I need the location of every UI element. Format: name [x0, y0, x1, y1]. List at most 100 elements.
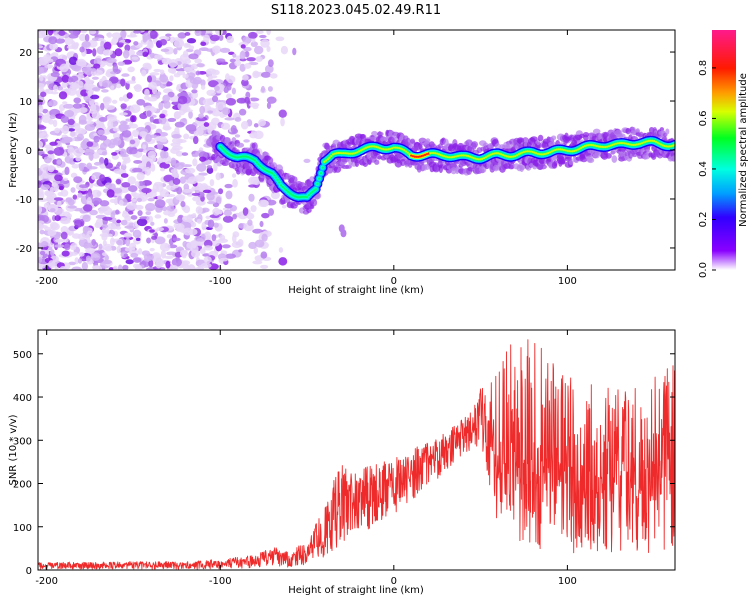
noise-blob	[185, 124, 197, 132]
noise-blob	[280, 45, 289, 55]
noise-blob	[255, 30, 264, 35]
noise-blob	[162, 94, 171, 103]
ridge-core	[352, 152, 355, 155]
noise-blob	[163, 151, 169, 159]
ridge-core	[316, 182, 319, 185]
noise-blob	[124, 225, 134, 229]
noise-blob	[48, 36, 58, 45]
noise-blob	[253, 246, 258, 255]
noise-blob	[142, 51, 149, 58]
ridge-core	[241, 155, 244, 158]
noise-blob	[259, 231, 270, 236]
ridge-core	[408, 153, 411, 156]
noise-blob	[50, 208, 56, 213]
noise-blob	[266, 46, 271, 53]
snr-ytick-label: 0	[26, 566, 32, 577]
ridge-halo	[505, 142, 512, 150]
noise-blob	[67, 118, 75, 126]
noise-blob	[136, 218, 148, 227]
noise-blob	[191, 153, 199, 158]
noise-blob	[78, 119, 87, 125]
noise-blob	[143, 95, 150, 100]
noise-blob	[174, 126, 180, 136]
noise-blob	[74, 219, 83, 228]
noise-blob	[64, 110, 75, 118]
noise-blob	[142, 32, 151, 41]
noise-blob	[38, 82, 45, 90]
ridge-core	[234, 156, 237, 159]
ridge-halo	[396, 158, 401, 164]
noise-blob	[239, 58, 247, 62]
noise-blob	[49, 186, 54, 194]
ridge-core	[302, 195, 305, 198]
noise-blob	[92, 87, 101, 92]
noise-blob	[219, 47, 231, 53]
noise-blob	[203, 256, 212, 264]
noise-blob	[101, 233, 108, 241]
noise-blob	[199, 105, 206, 115]
ridge-core	[628, 143, 631, 146]
noise-blob	[58, 30, 66, 36]
ridge-core	[246, 155, 250, 159]
noise-blob	[132, 137, 140, 146]
noise-blob	[71, 266, 83, 270]
noise-blob	[70, 187, 76, 193]
noise-blob	[231, 173, 237, 178]
ridge-core	[576, 148, 579, 151]
noise-blob	[68, 30, 80, 35]
noise-blob	[72, 44, 79, 50]
snr-ytick-label: 100	[13, 523, 32, 534]
ridge-core	[292, 194, 295, 197]
ridge-core	[297, 196, 300, 199]
noise-blob	[209, 179, 215, 187]
ridge-core	[668, 145, 671, 148]
ridge-core	[514, 154, 517, 158]
ridge-halo	[551, 135, 557, 141]
spectrogram-ytick-label: 20	[19, 48, 32, 59]
noise-blob	[90, 252, 101, 261]
ridge-halo	[539, 164, 547, 170]
ridge-core	[557, 148, 560, 151]
ridge-core	[599, 145, 602, 148]
noise-blob	[71, 164, 80, 169]
noise-blob	[54, 127, 60, 134]
ridge-core	[260, 166, 264, 169]
noise-blob	[197, 191, 205, 198]
ridge-halo	[553, 160, 558, 167]
ridge-core	[231, 155, 234, 158]
noise-blob	[175, 194, 186, 201]
noise-blob	[78, 162, 85, 172]
spectrogram-xtick-label: 0	[391, 276, 397, 287]
noise-blob	[225, 98, 237, 106]
noise-blob	[59, 265, 67, 270]
ridge-core	[637, 143, 640, 146]
ridge-core	[580, 146, 583, 149]
noise-blob	[59, 63, 69, 73]
noise-blob	[124, 39, 132, 43]
ridge-halo	[494, 143, 501, 150]
noise-blob	[219, 234, 226, 241]
ridge-core	[335, 152, 338, 155]
ridge-core	[522, 150, 526, 154]
noise-blob	[87, 90, 93, 97]
ridge-halo	[582, 132, 590, 138]
noise-blob	[118, 96, 124, 102]
noise-blob	[116, 239, 123, 246]
snr-ticks: -200 -100 0 100 0 100 200 300 400 500	[13, 330, 675, 587]
spectrogram-xtick-label: -100	[209, 276, 232, 287]
noise-blob	[215, 196, 222, 205]
noise-blob	[45, 88, 50, 94]
noise-blob	[63, 103, 74, 109]
noise-blob	[158, 157, 164, 164]
ridge-halo	[605, 152, 612, 159]
noise-blob	[78, 130, 83, 134]
noise-blob	[142, 144, 147, 150]
noise-blob	[39, 250, 46, 256]
noise-blob	[194, 30, 202, 37]
noise-blob	[141, 187, 152, 194]
noise-blob	[116, 83, 122, 89]
noise-blob	[74, 257, 79, 265]
ridge-halo	[326, 167, 334, 174]
noise-blob	[182, 73, 189, 79]
